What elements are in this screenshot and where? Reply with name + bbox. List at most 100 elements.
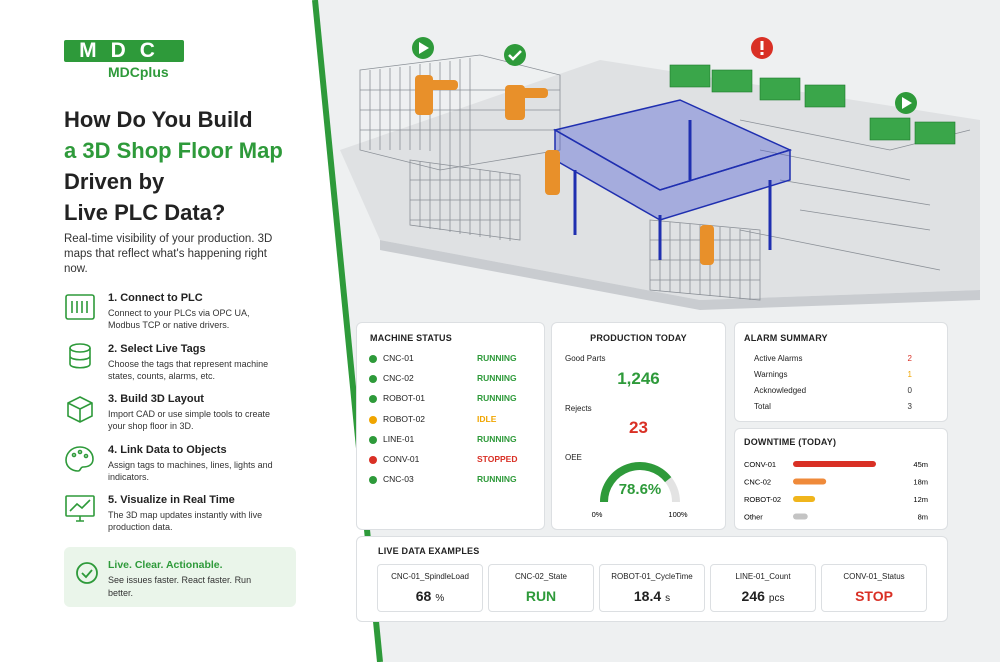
downtime-machine: CONV-01	[744, 460, 776, 469]
alarm-panel	[734, 322, 948, 422]
alarm-label: Active Alarms	[754, 354, 803, 363]
machine-status-panel	[356, 322, 545, 530]
step-text: Assign tags to machines, lines, lights a…	[108, 459, 273, 482]
live-tag: LINE-01_Count	[735, 572, 791, 581]
live-value: 68%	[378, 588, 482, 604]
headline-line: Live PLC Data?	[64, 200, 226, 225]
downtime-machine: Other	[744, 513, 763, 522]
label: Rejects	[565, 404, 592, 413]
headline: How Do You Build a 3D Shop Floor Map Drive…	[64, 104, 283, 228]
value: 18.4	[633, 588, 662, 604]
alarm-label: Warnings	[754, 370, 788, 379]
alarm-value: 0	[907, 386, 912, 395]
machine-name: CONV-01	[383, 454, 420, 464]
production-panel	[551, 322, 726, 530]
panel-title: PRODUCTION TODAY	[590, 333, 687, 343]
machine-name: CNC-02	[383, 373, 414, 384]
downtime-label: 12m	[913, 495, 928, 504]
live-card: ROBOT-01_CycleTime 18.4 s	[599, 564, 705, 612]
machine-name: CNC-01	[383, 353, 414, 363]
gauge-range-label: 0%	[592, 510, 603, 519]
machine-status: RUNNING	[477, 474, 517, 485]
logo-name: MDCplus	[108, 64, 169, 80]
intro: Real-time visibility of your production.…	[64, 233, 273, 275]
status-dot	[369, 415, 377, 424]
panel-title: LIVE DATA EXAMPLES	[378, 546, 480, 556]
step-title: 5. Visualize in Real Time	[108, 494, 235, 506]
machine-status: RUNNING	[477, 353, 517, 363]
machine-status: IDLE	[477, 413, 497, 424]
live-value: 246 pcs	[711, 588, 815, 604]
unit: s	[665, 593, 671, 604]
downtime-chart: CONV-01 45m CNC-02 18m ROBOT-02 12m Other 8m	[744, 460, 928, 522]
label: Good Parts	[565, 354, 606, 363]
machine-status: RUNNING	[477, 373, 517, 384]
label: OEE	[565, 453, 582, 462]
step-title: 3. Build 3D Layout	[108, 393, 204, 405]
live-value: STOP	[822, 588, 926, 604]
live-card: CONV-01_Status STOP	[821, 564, 927, 612]
live-value: 18.4 s	[600, 588, 704, 604]
step-text: The 3D map updates instantly with live p…	[108, 510, 263, 532]
gauge-range-label: 100%	[668, 510, 688, 519]
live-card: CNC-02_State RUN	[488, 564, 594, 612]
live-tag: ROBOT-01_CycleTime	[611, 572, 693, 581]
downtime-panel	[734, 428, 948, 530]
step-text: Import CAD or use simple tools to create…	[108, 409, 271, 431]
callout-title: Live. Clear. Actionable.	[108, 559, 223, 571]
status-dot	[369, 456, 377, 464]
downtime-bar	[793, 513, 808, 520]
good-parts: 1,246	[617, 369, 660, 388]
alarm-value: 2	[907, 354, 912, 363]
panel-title: MACHINE STATUS	[370, 333, 452, 343]
step-text: Choose the tags that represent machine s…	[108, 358, 269, 381]
status-dot	[369, 375, 377, 384]
status-dot	[369, 395, 377, 404]
callout-text: See issues faster. React faster. Run bet…	[108, 575, 252, 598]
headline-line: How Do You Build	[64, 107, 253, 132]
machine-name: ROBOT-02	[383, 413, 426, 424]
headline-line: Driven by	[64, 169, 165, 194]
downtime-bar	[793, 478, 827, 485]
value: 68	[415, 588, 432, 604]
alarm-label: Acknowledged	[754, 386, 807, 395]
machine-status: STOPPED	[477, 454, 518, 464]
machine-name: ROBOT-01	[383, 393, 426, 404]
oee-gauge: 78.6% 0% 100%	[592, 462, 688, 519]
machine-status: RUNNING	[477, 433, 517, 444]
live-card: CNC-01_SpindleLoad 68%	[377, 564, 483, 612]
panel-title: DOWNTIME (TODAY)	[744, 437, 837, 447]
alarm-value: 3	[907, 402, 912, 411]
status-dot	[369, 355, 377, 363]
alarm-label: Total	[754, 402, 771, 411]
downtime-machine: CNC-02	[744, 478, 771, 487]
value: 246	[741, 588, 765, 604]
value: STOP	[855, 588, 893, 604]
alarm-value: 1	[907, 370, 912, 379]
downtime-label: 18m	[913, 478, 928, 487]
gauge-label: 78.6%	[619, 481, 662, 498]
gauge-value	[600, 462, 672, 503]
downtime-machine: ROBOT-02	[744, 495, 781, 504]
live-tag: CNC-01_SpindleLoad	[391, 572, 469, 581]
live-tag: CONV-01_Status	[843, 572, 905, 581]
downtime-label: 45m	[913, 460, 928, 469]
panel-title: ALARM SUMMARY	[744, 333, 828, 343]
live-value: RUN	[489, 588, 593, 604]
downtime-bar	[793, 461, 876, 467]
machine-name: CNC-03	[383, 474, 414, 485]
live-card: LINE-01_Count 246 pcs	[710, 564, 816, 612]
step-text: Connect to your PLCs via OPC UA, Modbus …	[108, 308, 250, 330]
step-title: 4. Link Data to Objects	[108, 443, 227, 456]
downtime-label: 8m	[918, 513, 928, 522]
rejects: 23	[629, 418, 648, 437]
step-title: 1. Connect to PLC	[108, 292, 203, 304]
machine-name: LINE-01	[383, 433, 415, 444]
machine-status: RUNNING	[477, 393, 517, 404]
logo-mark: MDC	[79, 39, 169, 62]
status-dot	[369, 435, 377, 444]
headline-line: a 3D Shop Floor Map	[64, 138, 283, 163]
value: RUN	[525, 588, 557, 604]
